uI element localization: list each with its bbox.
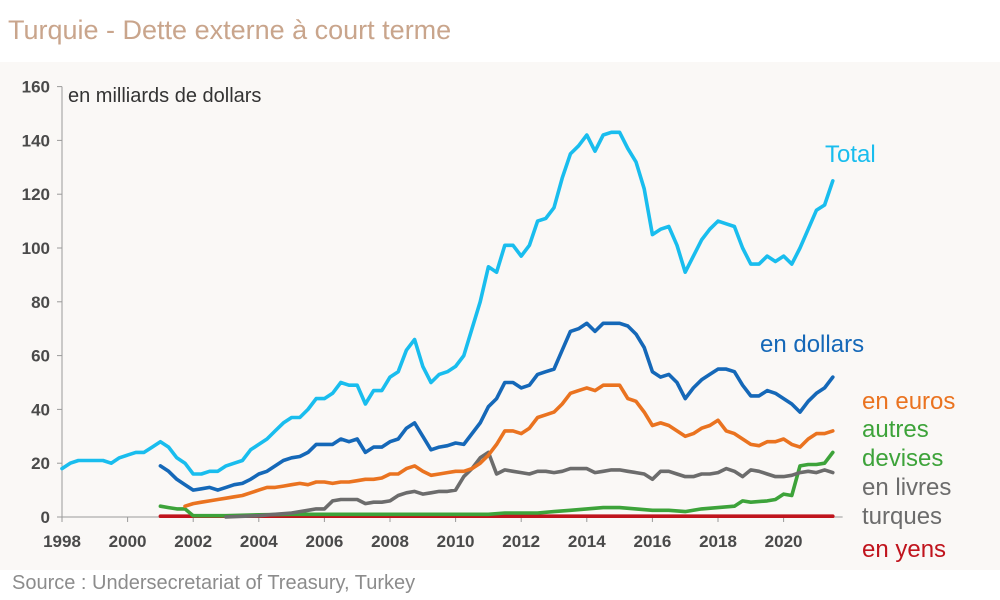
y-tick-label: 0 — [41, 508, 50, 527]
x-tick-label: 2014 — [568, 532, 606, 551]
x-tick-label: 2002 — [174, 532, 212, 551]
series-label: devises — [862, 445, 943, 472]
series-label: en livres — [862, 474, 951, 501]
y-tick-label: 140 — [22, 131, 50, 150]
y-tick-label: 100 — [22, 239, 50, 258]
series-line — [60, 130, 835, 476]
series-line — [158, 450, 835, 518]
x-tick-label: 2012 — [502, 532, 540, 551]
y-tick-label: 20 — [31, 454, 50, 473]
series-label: Total — [825, 141, 876, 168]
y-tick-label: 60 — [31, 347, 50, 366]
y-tick-label: 40 — [31, 400, 50, 419]
series-lines — [60, 130, 835, 519]
page-title: Turquie - Dette externe à court terme — [8, 15, 452, 45]
series-label: en euros — [862, 388, 955, 415]
series-line — [183, 383, 835, 509]
series-line — [158, 321, 835, 492]
x-tick-label: 2004 — [240, 532, 278, 551]
x-tick-label: 2010 — [437, 532, 475, 551]
source-note: Source : Undersecretariat of Treasury, T… — [12, 572, 416, 594]
x-tick-label: 2020 — [765, 532, 803, 551]
x-tick-label: 2000 — [109, 532, 147, 551]
series-label: turques — [862, 503, 942, 530]
y-tick-label: 80 — [31, 293, 50, 312]
x-tick-label: 2018 — [699, 532, 737, 551]
axes: 0 20 40 60 80 100 120 140 160 1998 2000 2002 2004 200… — [22, 78, 843, 551]
y-tick-label: 120 — [22, 185, 50, 204]
series-label: en yens — [862, 536, 946, 563]
series-label: autres — [862, 416, 929, 443]
x-tick-label: 2006 — [305, 532, 343, 551]
chart-panel — [0, 62, 1000, 570]
y-tick-label: 160 — [22, 78, 50, 97]
x-tick-label: 1998 — [43, 532, 81, 551]
y-axis-unit-label: en milliards de dollars — [68, 85, 261, 107]
series-label: en dollars — [760, 331, 864, 358]
x-tick-label: 2016 — [633, 532, 671, 551]
series-line — [224, 450, 835, 519]
x-tick-label: 2008 — [371, 532, 409, 551]
